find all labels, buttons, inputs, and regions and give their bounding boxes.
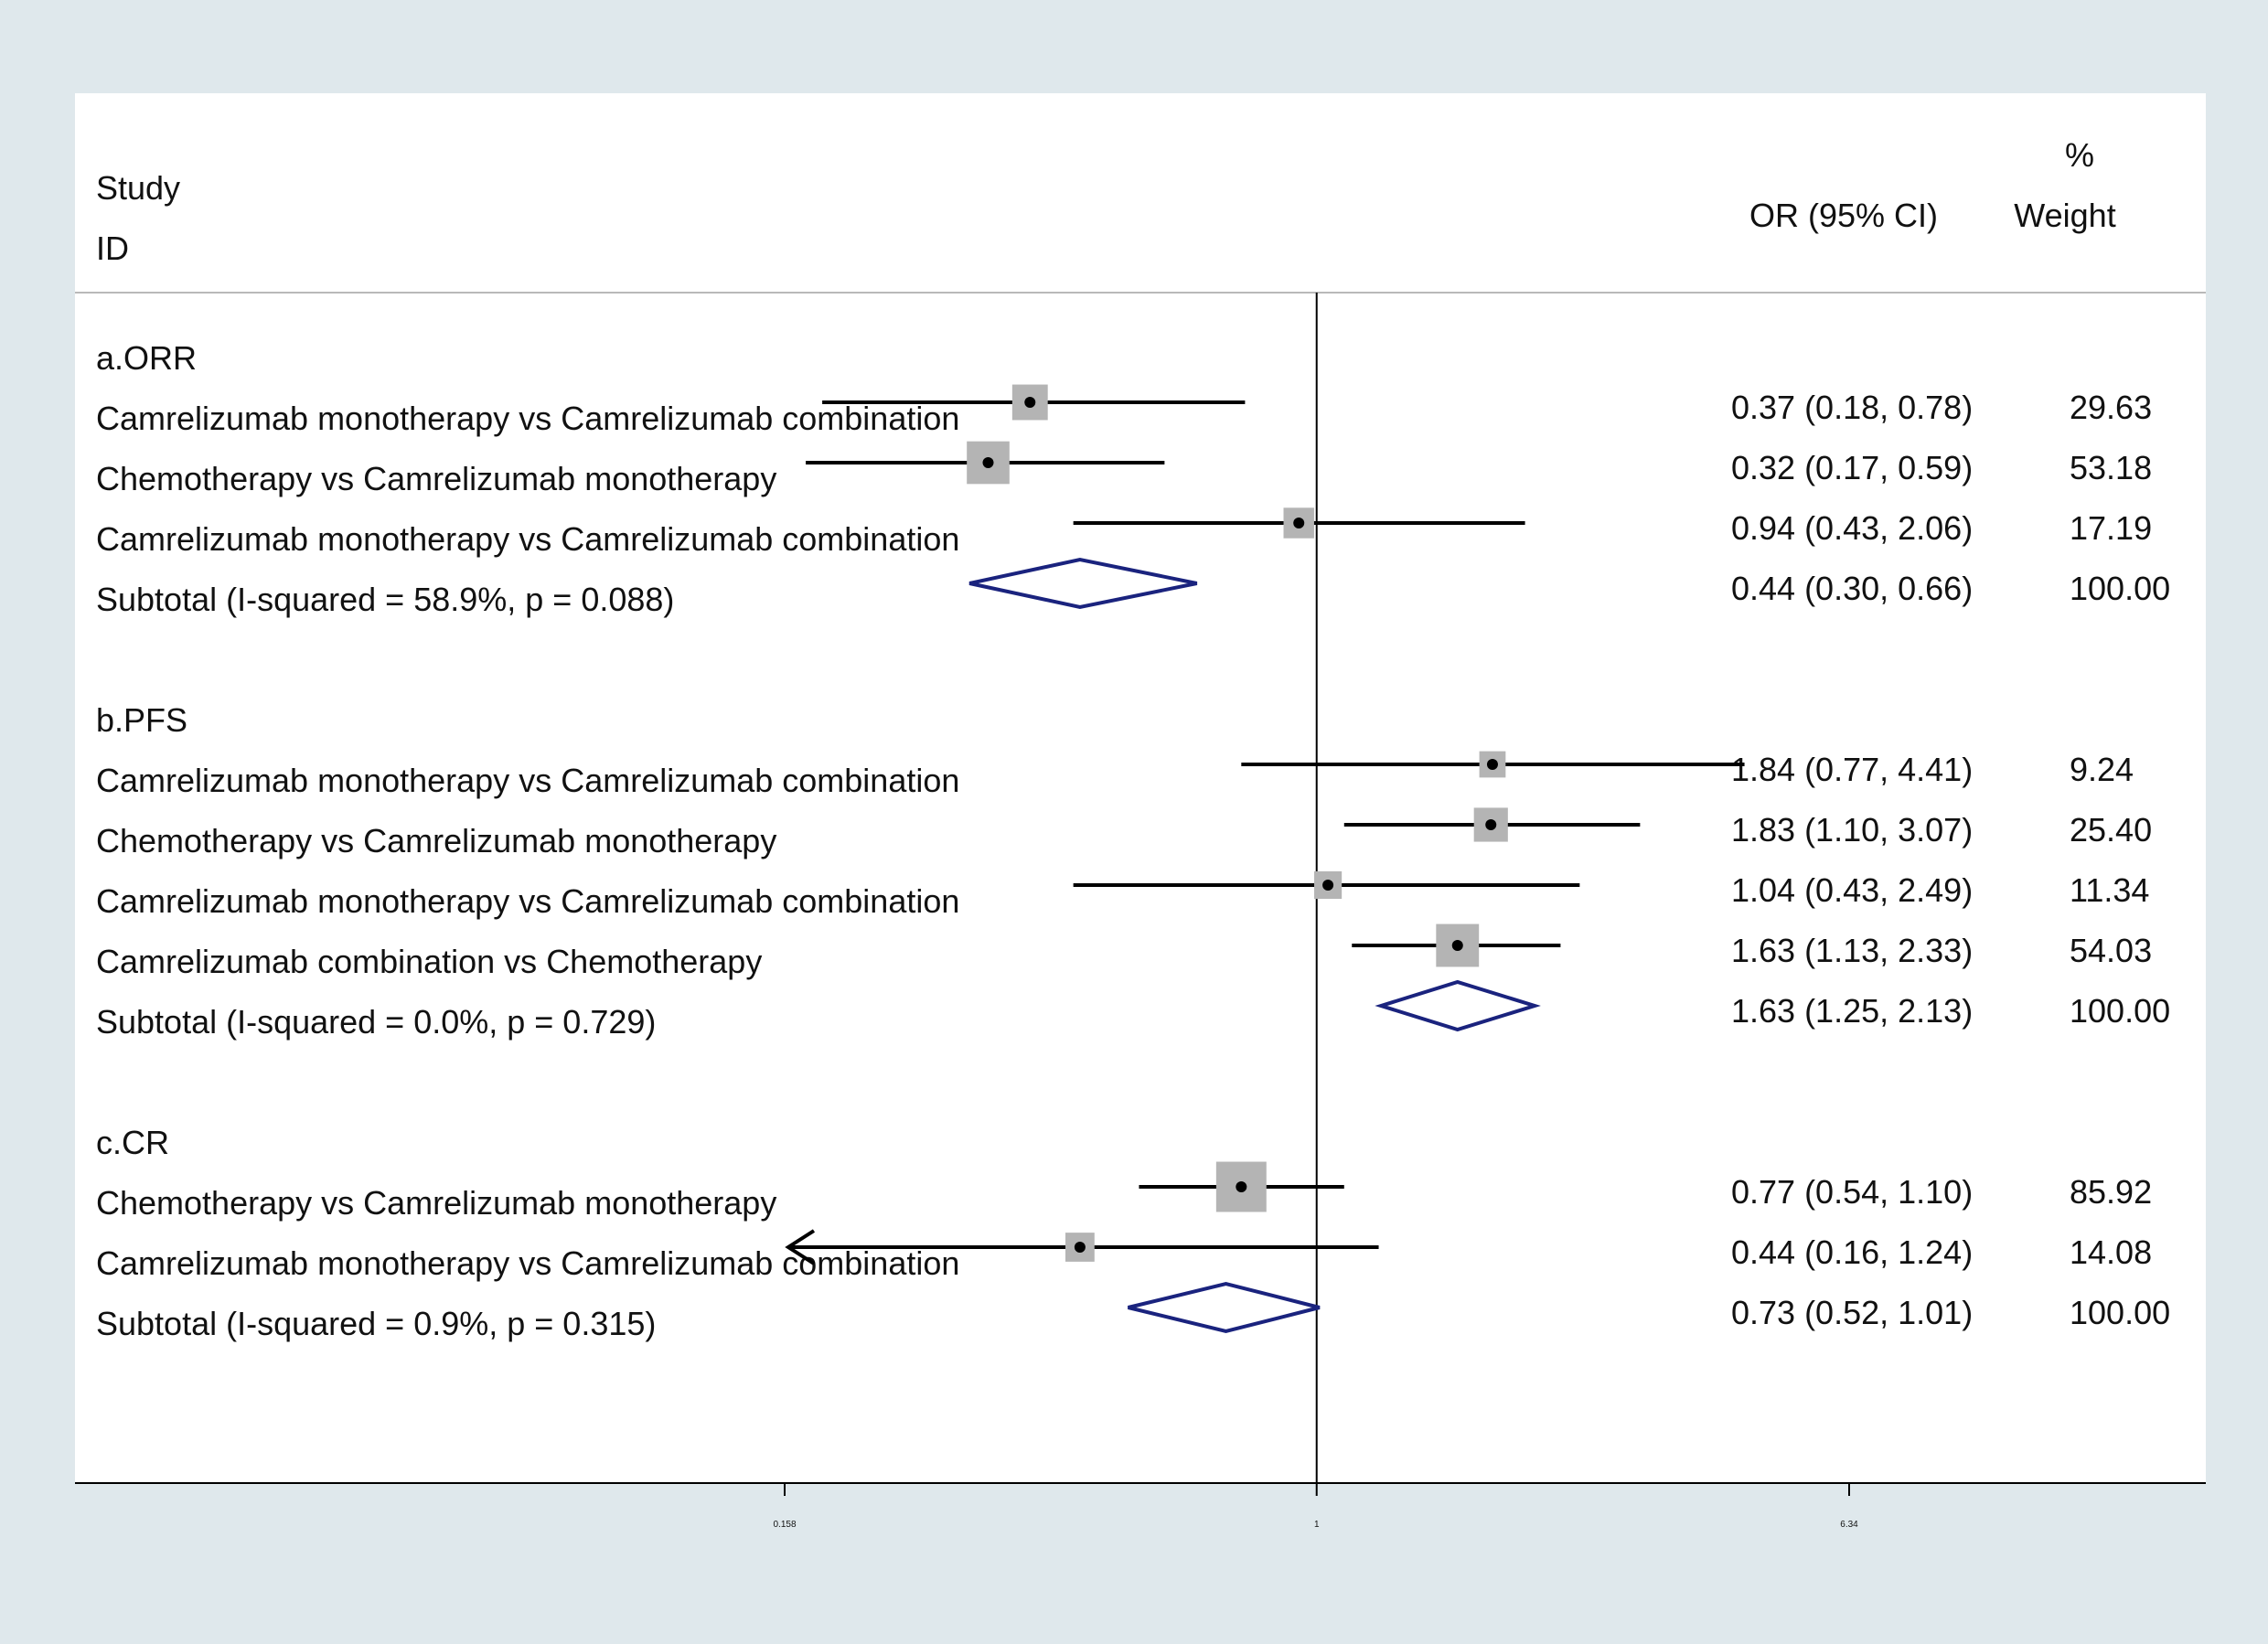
point-estimate xyxy=(1451,940,1463,951)
study-weight-value: 29.63 xyxy=(2070,389,2152,426)
header-id-label: ID xyxy=(96,230,129,267)
subtotal-label: Subtotal (I-squared = 0.9%, p = 0.315) xyxy=(96,1305,656,1342)
study-ci-value: 0.94 (0.43, 2.06) xyxy=(1731,509,1973,547)
point-estimate xyxy=(1293,518,1305,528)
study-label: Camrelizumab monotherapy vs Camrelizumab… xyxy=(96,882,959,920)
x-tick-label: 1 xyxy=(1314,1520,1320,1530)
pooled-diamond xyxy=(1375,979,1541,1032)
study-weight-value: 25.40 xyxy=(2070,811,2152,849)
point-estimate xyxy=(1024,397,1036,408)
study-weight-value: 17.19 xyxy=(2070,509,2152,547)
subgroup-label: c.CR xyxy=(96,1124,169,1161)
point-estimate xyxy=(982,457,994,468)
plot-layer: a.ORR Camrelizumab monotherapy vs Camreli… xyxy=(75,293,2206,1530)
subtotal-label: Subtotal (I-squared = 0.0%, p = 0.729) xyxy=(96,1003,656,1041)
header-study-label: Study xyxy=(96,169,180,207)
header-weight-label: Weight xyxy=(2014,197,2115,234)
study-ci-value: 0.32 (0.17, 0.59) xyxy=(1731,449,1973,486)
pooled-diamond xyxy=(968,557,1198,610)
study-label: Chemotherapy vs Camrelizumab monotherapy xyxy=(96,822,776,859)
study-weight-value: 9.24 xyxy=(2070,751,2134,788)
study-ci-value: 1.83 (1.10, 3.07) xyxy=(1731,811,1973,849)
point-estimate xyxy=(1486,759,1498,770)
subtotal-ci-value: 0.73 (0.52, 1.01) xyxy=(1731,1294,1973,1331)
study-ci-value: 0.44 (0.16, 1.24) xyxy=(1731,1233,1973,1271)
study-label: Camrelizumab monotherapy vs Camrelizumab… xyxy=(96,520,959,558)
subtotal-ci-value: 0.44 (0.30, 0.66) xyxy=(1731,570,1973,607)
plot-panel xyxy=(75,93,2206,1483)
study-ci-value: 1.63 (1.13, 2.33) xyxy=(1731,932,1973,969)
ci-arrow xyxy=(785,1229,816,1265)
study-weight-value: 85.92 xyxy=(2070,1173,2152,1211)
header-or-label: OR (95% CI) xyxy=(1749,197,1938,234)
x-tick-label: 0.158 xyxy=(773,1520,796,1530)
point-estimate xyxy=(1322,880,1334,891)
study-label: Camrelizumab monotherapy vs Camrelizumab… xyxy=(96,762,959,799)
study-label: Chemotherapy vs Camrelizumab monotherapy xyxy=(96,1184,776,1222)
point-estimate xyxy=(1074,1242,1086,1253)
subtotal-weight-value: 100.00 xyxy=(2070,1294,2170,1331)
study-weight-value: 54.03 xyxy=(2070,932,2152,969)
study-ci-value: 1.84 (0.77, 4.41) xyxy=(1731,751,1973,788)
study-ci-value: 0.77 (0.54, 1.10) xyxy=(1731,1173,1973,1211)
study-weight-value: 53.18 xyxy=(2070,449,2152,486)
x-tick-label: 6.34 xyxy=(1840,1520,1858,1530)
subgroup-label: b.PFS xyxy=(96,701,187,739)
subgroup-label: a.ORR xyxy=(96,339,197,377)
subtotal-ci-value: 1.63 (1.25, 2.13) xyxy=(1731,992,1973,1030)
study-ci-value: 0.37 (0.18, 0.78) xyxy=(1731,389,1973,426)
study-label: Chemotherapy vs Camrelizumab monotherapy xyxy=(96,460,776,497)
subtotal-weight-value: 100.00 xyxy=(2070,992,2170,1030)
study-weight-value: 11.34 xyxy=(2070,871,2149,909)
study-label: Camrelizumab combination vs Chemotherapy xyxy=(96,943,762,980)
point-estimate xyxy=(1485,819,1497,830)
study-label: Camrelizumab monotherapy vs Camrelizumab… xyxy=(96,400,959,437)
header-pct-label: % xyxy=(2065,136,2094,174)
study-weight-value: 14.08 xyxy=(2070,1233,2152,1271)
point-estimate xyxy=(1236,1181,1247,1192)
subtotal-label: Subtotal (I-squared = 58.9%, p = 0.088) xyxy=(96,581,674,618)
pooled-diamond xyxy=(1128,1281,1321,1334)
study-ci-value: 1.04 (0.43, 2.49) xyxy=(1731,871,1973,909)
study-label: Camrelizumab monotherapy vs Camrelizumab… xyxy=(96,1244,959,1282)
subtotal-weight-value: 100.00 xyxy=(2070,570,2170,607)
